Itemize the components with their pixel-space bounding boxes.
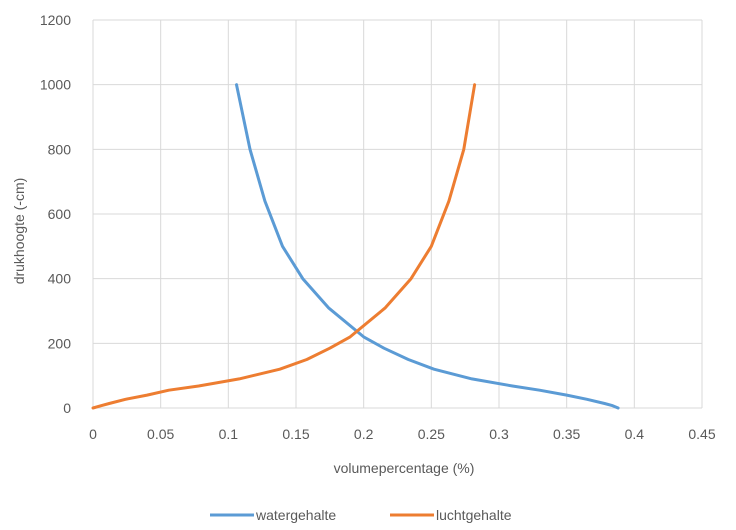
- x-axis-title: volumepercentage (%): [334, 460, 475, 476]
- x-tick-label: 0.45: [688, 426, 715, 442]
- x-tick-label: 0.05: [147, 426, 174, 442]
- x-tick-label: 0.1: [219, 426, 239, 442]
- y-tick-label: 0: [63, 400, 71, 416]
- y-tick-label: 800: [48, 141, 72, 157]
- y-axis-title: drukhoogte (-cm): [11, 178, 27, 285]
- series-line-watergehalte: [235, 83, 620, 410]
- x-tick-label: 0: [89, 426, 97, 442]
- gridlines: [92, 19, 703, 409]
- y-tick-label: 1000: [40, 77, 71, 93]
- y-tick-label: 600: [48, 206, 72, 222]
- x-tick-label: 0.15: [282, 426, 309, 442]
- x-tick-label: 0.3: [489, 426, 509, 442]
- x-tick-label: 0.2: [354, 426, 374, 442]
- series-lines: [91, 83, 620, 410]
- y-tick-label: 1200: [40, 12, 71, 28]
- y-tick-label: 200: [48, 335, 72, 351]
- x-tick-label: 0.25: [418, 426, 445, 442]
- x-axis-ticks: 0 0.05 0.1 0.15 0.2 0.25 0.3 0.35 0.4 0.45: [89, 426, 716, 442]
- y-axis-ticks: 0 200 400 600 800 1000 1200: [40, 12, 71, 416]
- series-line-luchtgehalte: [91, 83, 477, 410]
- x-tick-label: 0.35: [553, 426, 580, 442]
- legend-label-watergehalte: watergehalte: [255, 507, 336, 523]
- legend-label-luchtgehalte: luchtgehalte: [436, 507, 512, 523]
- x-tick-label: 0.4: [625, 426, 645, 442]
- legend: watergehalte luchtgehalte: [210, 507, 512, 523]
- y-tick-label: 400: [48, 271, 72, 287]
